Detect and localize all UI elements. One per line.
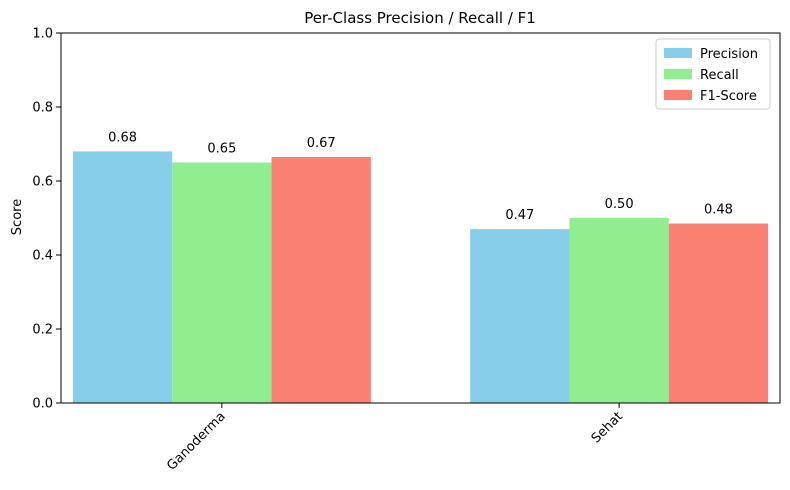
y-tick-label: 0.4 [32,249,53,264]
data-label: 0.50 [605,197,634,212]
legend-label: F1-Score [700,89,757,104]
y-axis-label: Score [10,199,25,235]
data-label: 0.68 [108,130,137,145]
data-label: 0.48 [704,203,733,218]
y-tick-label: 0.6 [32,175,53,190]
y-tick-label: 0.2 [32,323,53,338]
plot-frame [60,32,781,404]
legend: Precision Recall F1-Score [655,38,771,110]
bar-f1-score-ganoderma [271,156,371,403]
bar-recall-ganoderma [172,162,272,403]
data-label: 0.67 [307,136,336,151]
legend-label: Recall [700,68,739,83]
x-axis-ticks: Ganoderma Sehat [164,403,626,474]
bar-recall-sehat [569,218,669,403]
data-label: 0.65 [207,142,236,157]
bars-group [72,151,769,403]
data-label: 0.47 [505,208,534,223]
data-labels-group: 0.68 0.47 0.65 0.50 0.67 0.48 [108,130,733,223]
x-tick-label-ganoderma: Ganoderma [164,409,229,474]
legend-swatch [664,69,692,79]
y-tick-label: 0.8 [32,101,53,116]
legend-swatch [664,90,692,100]
y-axis-ticks: 0.0 0.2 0.4 0.6 0.8 1.0 [32,27,61,412]
y-tick-label: 0.0 [32,397,53,412]
legend-label: Precision [700,47,758,62]
x-tick-label-sehat: Sehat [589,409,626,446]
bar-f1-score-sehat [668,223,769,403]
chart-title: Per-Class Precision / Recall / F1 [304,9,536,27]
bar-precision-ganoderma [72,151,173,403]
bar-precision-sehat [470,229,570,403]
legend-swatch [664,48,692,58]
y-tick-label: 1.0 [32,27,53,42]
